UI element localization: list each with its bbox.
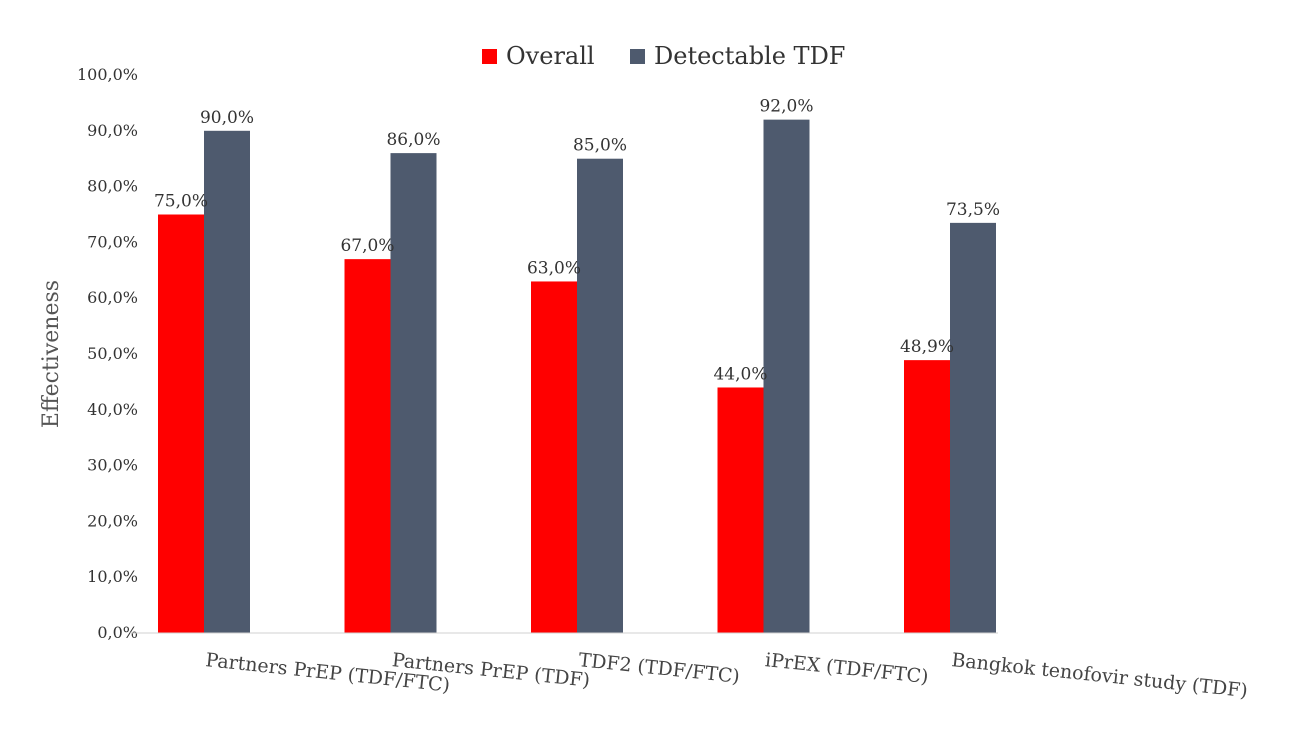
bar-detectable-tdf	[204, 130, 250, 634]
bar-overall	[158, 214, 204, 633]
legend-label-1: Overall	[506, 42, 595, 70]
legend-swatch-2	[630, 49, 645, 64]
y-tick-label: 100,0%	[77, 65, 138, 84]
data-label: 90,0%	[200, 108, 254, 128]
y-tick-label: 70,0%	[87, 232, 138, 251]
data-label: 63,0%	[527, 258, 581, 278]
y-tick-label: 60,0%	[87, 288, 138, 307]
category-labels: Partners PrEP (TDF/FTC)Partners PrEP (TD…	[204, 649, 1248, 702]
bar-overall	[717, 387, 764, 633]
y-tick-label: 20,0%	[87, 511, 138, 530]
bars	[158, 119, 996, 634]
data-label: 48,9%	[900, 337, 954, 357]
legend: Overall Detectable TDF	[482, 42, 845, 70]
y-tick-label: 40,0%	[87, 400, 138, 419]
bar-detectable-tdf	[763, 119, 810, 633]
bar-overall	[531, 281, 577, 633]
legend-label-2: Detectable TDF	[654, 42, 845, 70]
x-category-label: TDF2 (TDF/FTC)	[577, 649, 740, 688]
data-label: 73,5%	[946, 200, 1000, 220]
data-label: 67,0%	[340, 236, 394, 256]
legend-swatch-1	[482, 49, 497, 64]
bar-overall	[344, 259, 391, 633]
y-tick-label: 80,0%	[87, 177, 138, 196]
y-tick-label: 50,0%	[87, 344, 138, 363]
bar-detectable-tdf	[390, 153, 437, 633]
y-axis-title: Effectiveness	[39, 280, 64, 428]
y-tick-label: 10,0%	[87, 567, 138, 586]
data-label: 44,0%	[713, 364, 767, 384]
bar-overall	[904, 360, 950, 633]
data-label: 75,0%	[154, 192, 208, 212]
y-tick-label: 30,0%	[87, 456, 138, 475]
y-axis-ticks: 0,0% 10,0% 20,0% 30,0% 40,0% 50,0% 60,0% 70,0% 8…	[77, 65, 138, 642]
y-tick-label: 0,0%	[97, 623, 138, 642]
data-labels: 75,0% 90,0% 67,0% 86,0% 63,0% 85,0% 44,0% 92,0%…	[154, 97, 1000, 385]
data-label: 86,0%	[386, 130, 440, 150]
data-label: 92,0%	[759, 97, 813, 117]
bar-detectable-tdf	[950, 222, 996, 633]
y-tick-label: 90,0%	[87, 121, 138, 140]
x-category-label: Bangkok tenofovir study (TDF)	[950, 649, 1248, 702]
data-label: 85,0%	[573, 136, 627, 156]
bar-detectable-tdf	[577, 158, 623, 633]
x-category-label: iPrEX (TDF/FTC)	[764, 649, 929, 688]
